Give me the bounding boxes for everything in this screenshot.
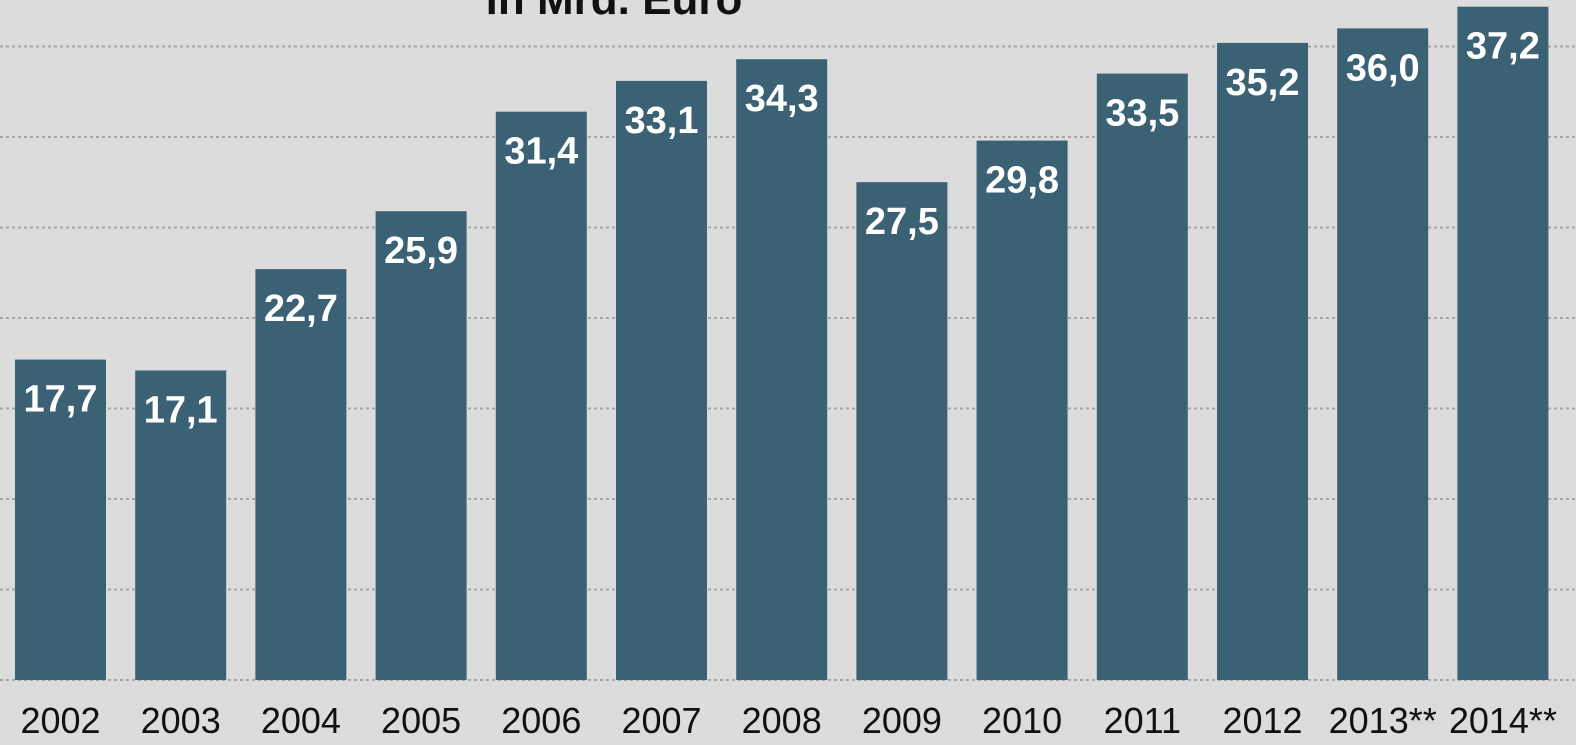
value-label: 22,7 [264, 288, 338, 330]
x-tick-label: 2009 [862, 700, 942, 741]
value-label: 36,0 [1346, 47, 1420, 89]
bar-2008 [736, 59, 828, 680]
value-label: 34,3 [745, 78, 819, 120]
x-tick-label: 2007 [621, 700, 701, 741]
bar-2013 [1337, 28, 1429, 680]
x-tick-label: 2013** [1329, 700, 1437, 741]
bar-2012 [1217, 42, 1308, 680]
bar-2007 [616, 80, 707, 680]
x-tick-label: 2002 [20, 700, 100, 741]
bar-2006 [495, 111, 587, 680]
x-tick-label: 2014** [1449, 700, 1557, 741]
bar-2004 [255, 269, 347, 680]
bar-2009 [856, 182, 948, 680]
value-label: 25,9 [384, 230, 458, 272]
bars [15, 6, 1549, 681]
x-tick-label: 2006 [501, 700, 581, 741]
x-tick-labels: 2002 2003 2004 2005 2006 2007 2008 2009 2010 2011… [20, 700, 1557, 741]
x-tick-label: 2005 [381, 700, 461, 741]
x-tick-label: 2004 [261, 700, 341, 741]
value-labels: 17,7 17,1 22,7 25,9 31,4 33,1 34,3 27,5 29,8 33,5… [24, 26, 1540, 432]
chart-title: in Mrd. Euro [486, 0, 743, 24]
x-tick-label: 2011 [1104, 700, 1181, 741]
value-label: 33,5 [1105, 93, 1179, 135]
bar-2014 [1457, 6, 1549, 680]
value-label: 27,5 [865, 201, 939, 243]
value-label: 33,1 [625, 100, 699, 142]
bar-2010 [976, 140, 1068, 681]
bar-2011 [1096, 73, 1188, 681]
bar-2003 [135, 370, 227, 680]
value-label: 31,4 [504, 131, 578, 173]
value-label: 37,2 [1466, 26, 1540, 68]
bar-2005 [375, 211, 467, 680]
bar-2002 [15, 359, 106, 680]
value-label: 17,7 [24, 379, 98, 421]
value-label: 35,2 [1226, 62, 1300, 104]
x-tick-label: 2012 [1222, 700, 1302, 741]
x-tick-label: 2003 [141, 700, 221, 741]
value-label: 29,8 [985, 160, 1059, 202]
x-tick-label: 2010 [982, 700, 1062, 741]
value-label: 17,1 [144, 390, 218, 432]
x-tick-label: 2008 [742, 700, 822, 741]
